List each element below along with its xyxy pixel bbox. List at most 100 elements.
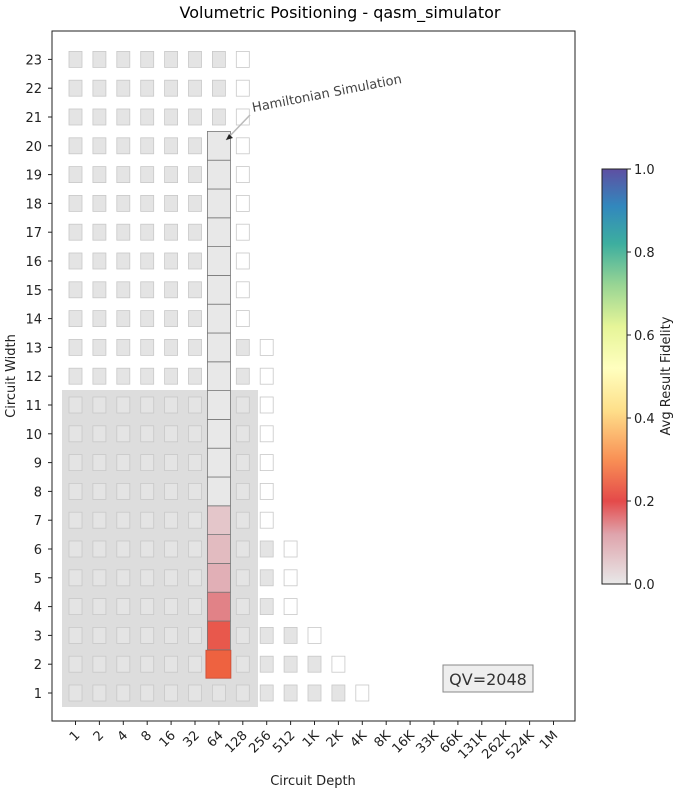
grid-cell (92, 79, 107, 97)
grid-cell (140, 338, 155, 356)
grid-cell (164, 684, 179, 702)
y-tick-label: 5 (34, 572, 42, 587)
grid-cell (259, 569, 274, 587)
grid-cell (307, 684, 322, 702)
y-tick-label: 23 (25, 53, 42, 68)
grid-cell (188, 137, 202, 155)
colorbar-label: Avg Result Fidelity (659, 316, 674, 435)
grid-cell (116, 137, 131, 155)
x-tick-label: 1 (67, 728, 83, 744)
grid-cell (92, 281, 107, 299)
colorbar-tick-label: 0.4 (634, 412, 655, 427)
grid-cell (164, 396, 179, 414)
grid-cell (164, 482, 179, 500)
grid-cell (188, 540, 202, 558)
grid-cell (116, 454, 131, 472)
grid-cell (235, 166, 250, 184)
grid-cell (116, 223, 131, 241)
y-tick-label: 8 (34, 485, 42, 500)
grid-cell (116, 252, 131, 270)
grid-cell (92, 569, 107, 587)
circuit-cell (206, 563, 231, 593)
grid-cell (235, 396, 250, 414)
grid-cell (92, 223, 107, 241)
grid-cell (355, 684, 370, 702)
grid-cell (164, 367, 179, 385)
grid-cell (235, 108, 250, 126)
grid-cell (188, 454, 202, 472)
grid-cell (211, 51, 226, 68)
annotation-arrowhead (226, 134, 233, 140)
y-tick-label: 21 (25, 111, 42, 126)
y-tick-label: 2 (34, 658, 42, 673)
grid-cell (164, 281, 179, 299)
grid-cell (92, 310, 107, 328)
grid-cell (116, 684, 131, 702)
grid-cell (259, 598, 274, 615)
x-tick-label: 512 (270, 728, 298, 756)
grid-cell (68, 511, 83, 529)
grid-cell (235, 194, 250, 212)
y-tick-label: 20 (25, 140, 42, 155)
grid-cell (116, 540, 131, 558)
grid-cell (92, 194, 107, 212)
grid-cell (92, 108, 107, 126)
grid-cell (188, 194, 202, 212)
grid-cell (259, 396, 274, 414)
grid-cell (259, 511, 274, 529)
grid-cell (164, 166, 179, 184)
grid-cell (188, 367, 202, 385)
grid-cell (116, 338, 131, 356)
x-tick-label: 33K (413, 728, 442, 757)
y-tick-label: 12 (25, 370, 42, 385)
x-tick-label: 8 (139, 728, 155, 744)
grid-cell (188, 338, 202, 356)
grid-cell (164, 51, 179, 68)
circuit-cell (206, 159, 231, 190)
grid-cell (116, 655, 131, 673)
grid-cell (235, 137, 250, 155)
grid-cell (188, 655, 202, 673)
grid-cell (140, 655, 155, 673)
grid-cell (68, 79, 83, 97)
qv-badge-box (442, 664, 534, 693)
grid-cell (92, 367, 107, 385)
x-tick-label: 32 (181, 728, 203, 750)
grid-cell (68, 627, 83, 644)
grid-cell (68, 223, 83, 241)
grid-cell (92, 540, 107, 558)
grid-cell (68, 252, 83, 270)
circuit-cell (205, 649, 232, 679)
grid-cell (140, 310, 155, 328)
grid-cell (140, 540, 155, 558)
y-tick-label: 10 (25, 428, 42, 443)
grid-cell (164, 511, 179, 529)
colorbar-tick-label: 0.2 (634, 495, 655, 510)
grid-cell (259, 482, 274, 500)
grid-cell (116, 51, 131, 68)
grid-cell (307, 627, 322, 644)
grid-cell (235, 540, 250, 558)
y-tick-label: 16 (25, 255, 42, 270)
grid-cell (283, 655, 298, 673)
circuit-cell (206, 130, 231, 161)
grid-cell (259, 338, 274, 356)
grid-cell (188, 425, 202, 443)
grid-cell (140, 281, 155, 299)
grid-cell (68, 51, 83, 68)
circuit-cell (206, 476, 231, 507)
y-tick-label: 11 (25, 399, 42, 414)
grid-cell (259, 627, 274, 644)
grid-cell (259, 367, 274, 385)
grid-cell (235, 454, 250, 472)
x-tick-label: 2 (91, 728, 107, 744)
grid-cell (116, 396, 131, 414)
grid-cell (140, 511, 155, 529)
x-tick-label: 4K (348, 728, 371, 751)
grid-cell (68, 655, 83, 673)
grid-cell (140, 166, 155, 184)
grid-cell (235, 367, 250, 385)
grid-cell (92, 252, 107, 270)
y-tick-label: 13 (25, 341, 42, 356)
